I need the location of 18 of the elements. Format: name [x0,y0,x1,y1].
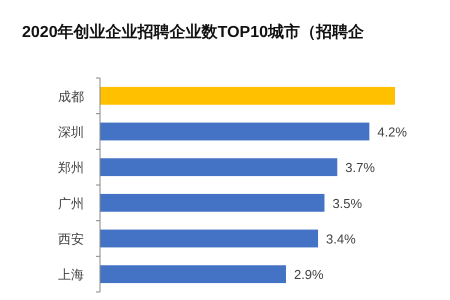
bar [100,158,338,176]
data-label: 2.9% [294,267,324,282]
y-tick-label: 上海 [58,267,84,282]
data-label: 3.5% [332,196,363,211]
y-tick-label: 深圳 [58,124,84,140]
data-label: 4.2% [377,124,408,140]
y-tick-label: 西安 [58,232,84,246]
bar [100,230,318,248]
data-label: 3.7% [345,160,376,176]
chart-title: 2020年创业企业招聘企业数TOP10城市（招聘企 [22,23,365,41]
bar [100,122,370,140]
y-tick-label: 成都 [58,88,84,104]
bar [100,265,286,284]
bar [100,86,395,105]
y-tick-label: 郑州 [58,160,84,176]
bar [100,194,324,212]
data-label: 3.4% [326,232,356,246]
y-tick-label: 广州 [58,196,84,211]
